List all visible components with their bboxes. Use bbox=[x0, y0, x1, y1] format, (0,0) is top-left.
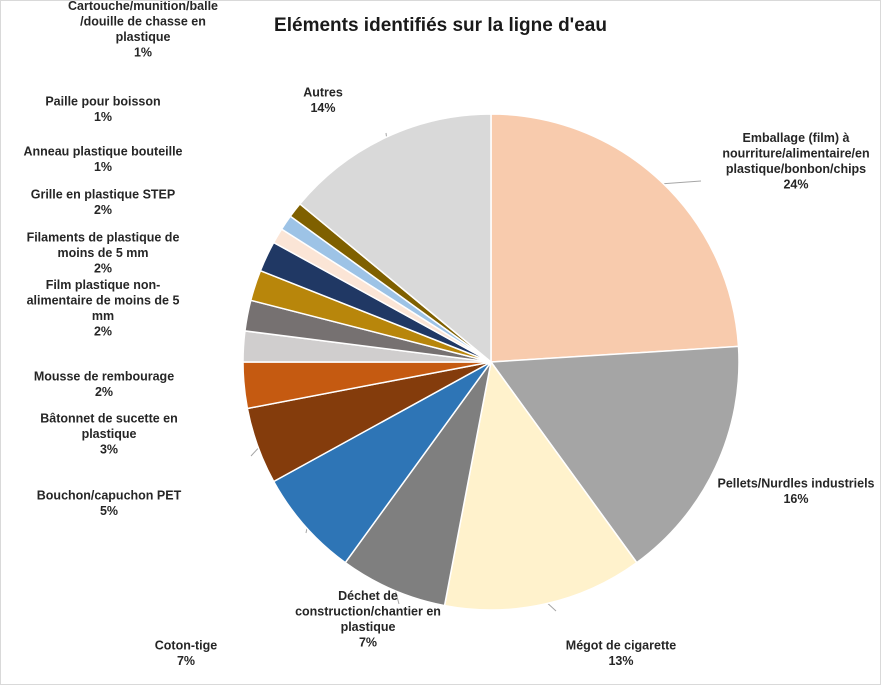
pie-slice bbox=[489, 345, 740, 564]
pie-slice bbox=[490, 113, 740, 363]
data-label: Emballage (film) à nourriture/alimentaire… bbox=[722, 131, 869, 192]
data-label: Grille en plastique STEP 2% bbox=[31, 187, 175, 217]
data-label: Anneau plastique bouteille 1% bbox=[23, 144, 182, 174]
chart-title: Eléments identifiés sur la ligne d'eau bbox=[274, 15, 607, 36]
pie-slice bbox=[344, 361, 492, 607]
data-label: Film plastique non-alimentaire de moins … bbox=[27, 278, 180, 339]
data-label: Bouchon/capuchon PET 5% bbox=[37, 488, 182, 518]
data-label: Pellets/Nurdles industriels 16% bbox=[718, 476, 875, 506]
pie-slice bbox=[298, 113, 492, 364]
data-label: Bâtonnet de sucette en plastique 3% bbox=[40, 412, 178, 457]
data-label: Déchet de construction/chantier en plastiq… bbox=[295, 589, 441, 650]
data-label: Paille pour boisson 1% bbox=[45, 94, 160, 124]
data-label: Coton-tige 7% bbox=[155, 638, 218, 668]
data-label: Cartouche/munition/balle/douille de chas… bbox=[68, 1, 218, 59]
pie-slices bbox=[242, 113, 740, 611]
data-label: Autres 14% bbox=[303, 85, 343, 115]
leader-line bbox=[657, 180, 702, 185]
data-labels: Emballage (film) à nourriture/alimentaire… bbox=[23, 1, 874, 668]
pie-slice bbox=[272, 361, 492, 564]
data-label: Filaments de plastique de moins de 5 mm 2% bbox=[27, 231, 180, 276]
data-label: Mousse de rembourage 2% bbox=[34, 369, 174, 399]
data-label: Mégot de cigarette 13% bbox=[566, 638, 676, 668]
pie-slice bbox=[443, 360, 638, 611]
